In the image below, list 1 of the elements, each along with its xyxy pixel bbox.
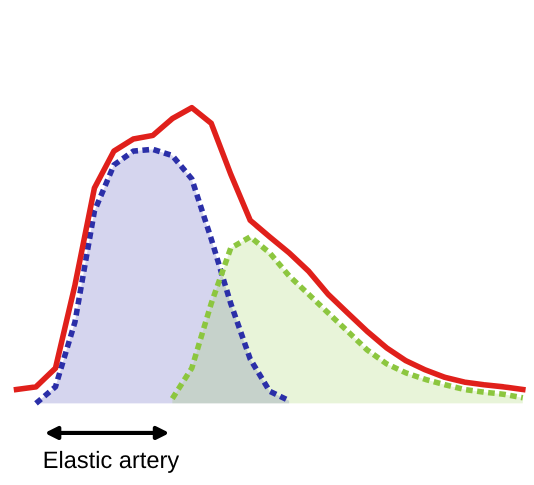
text: Elastic artery xyxy=(44,450,180,473)
